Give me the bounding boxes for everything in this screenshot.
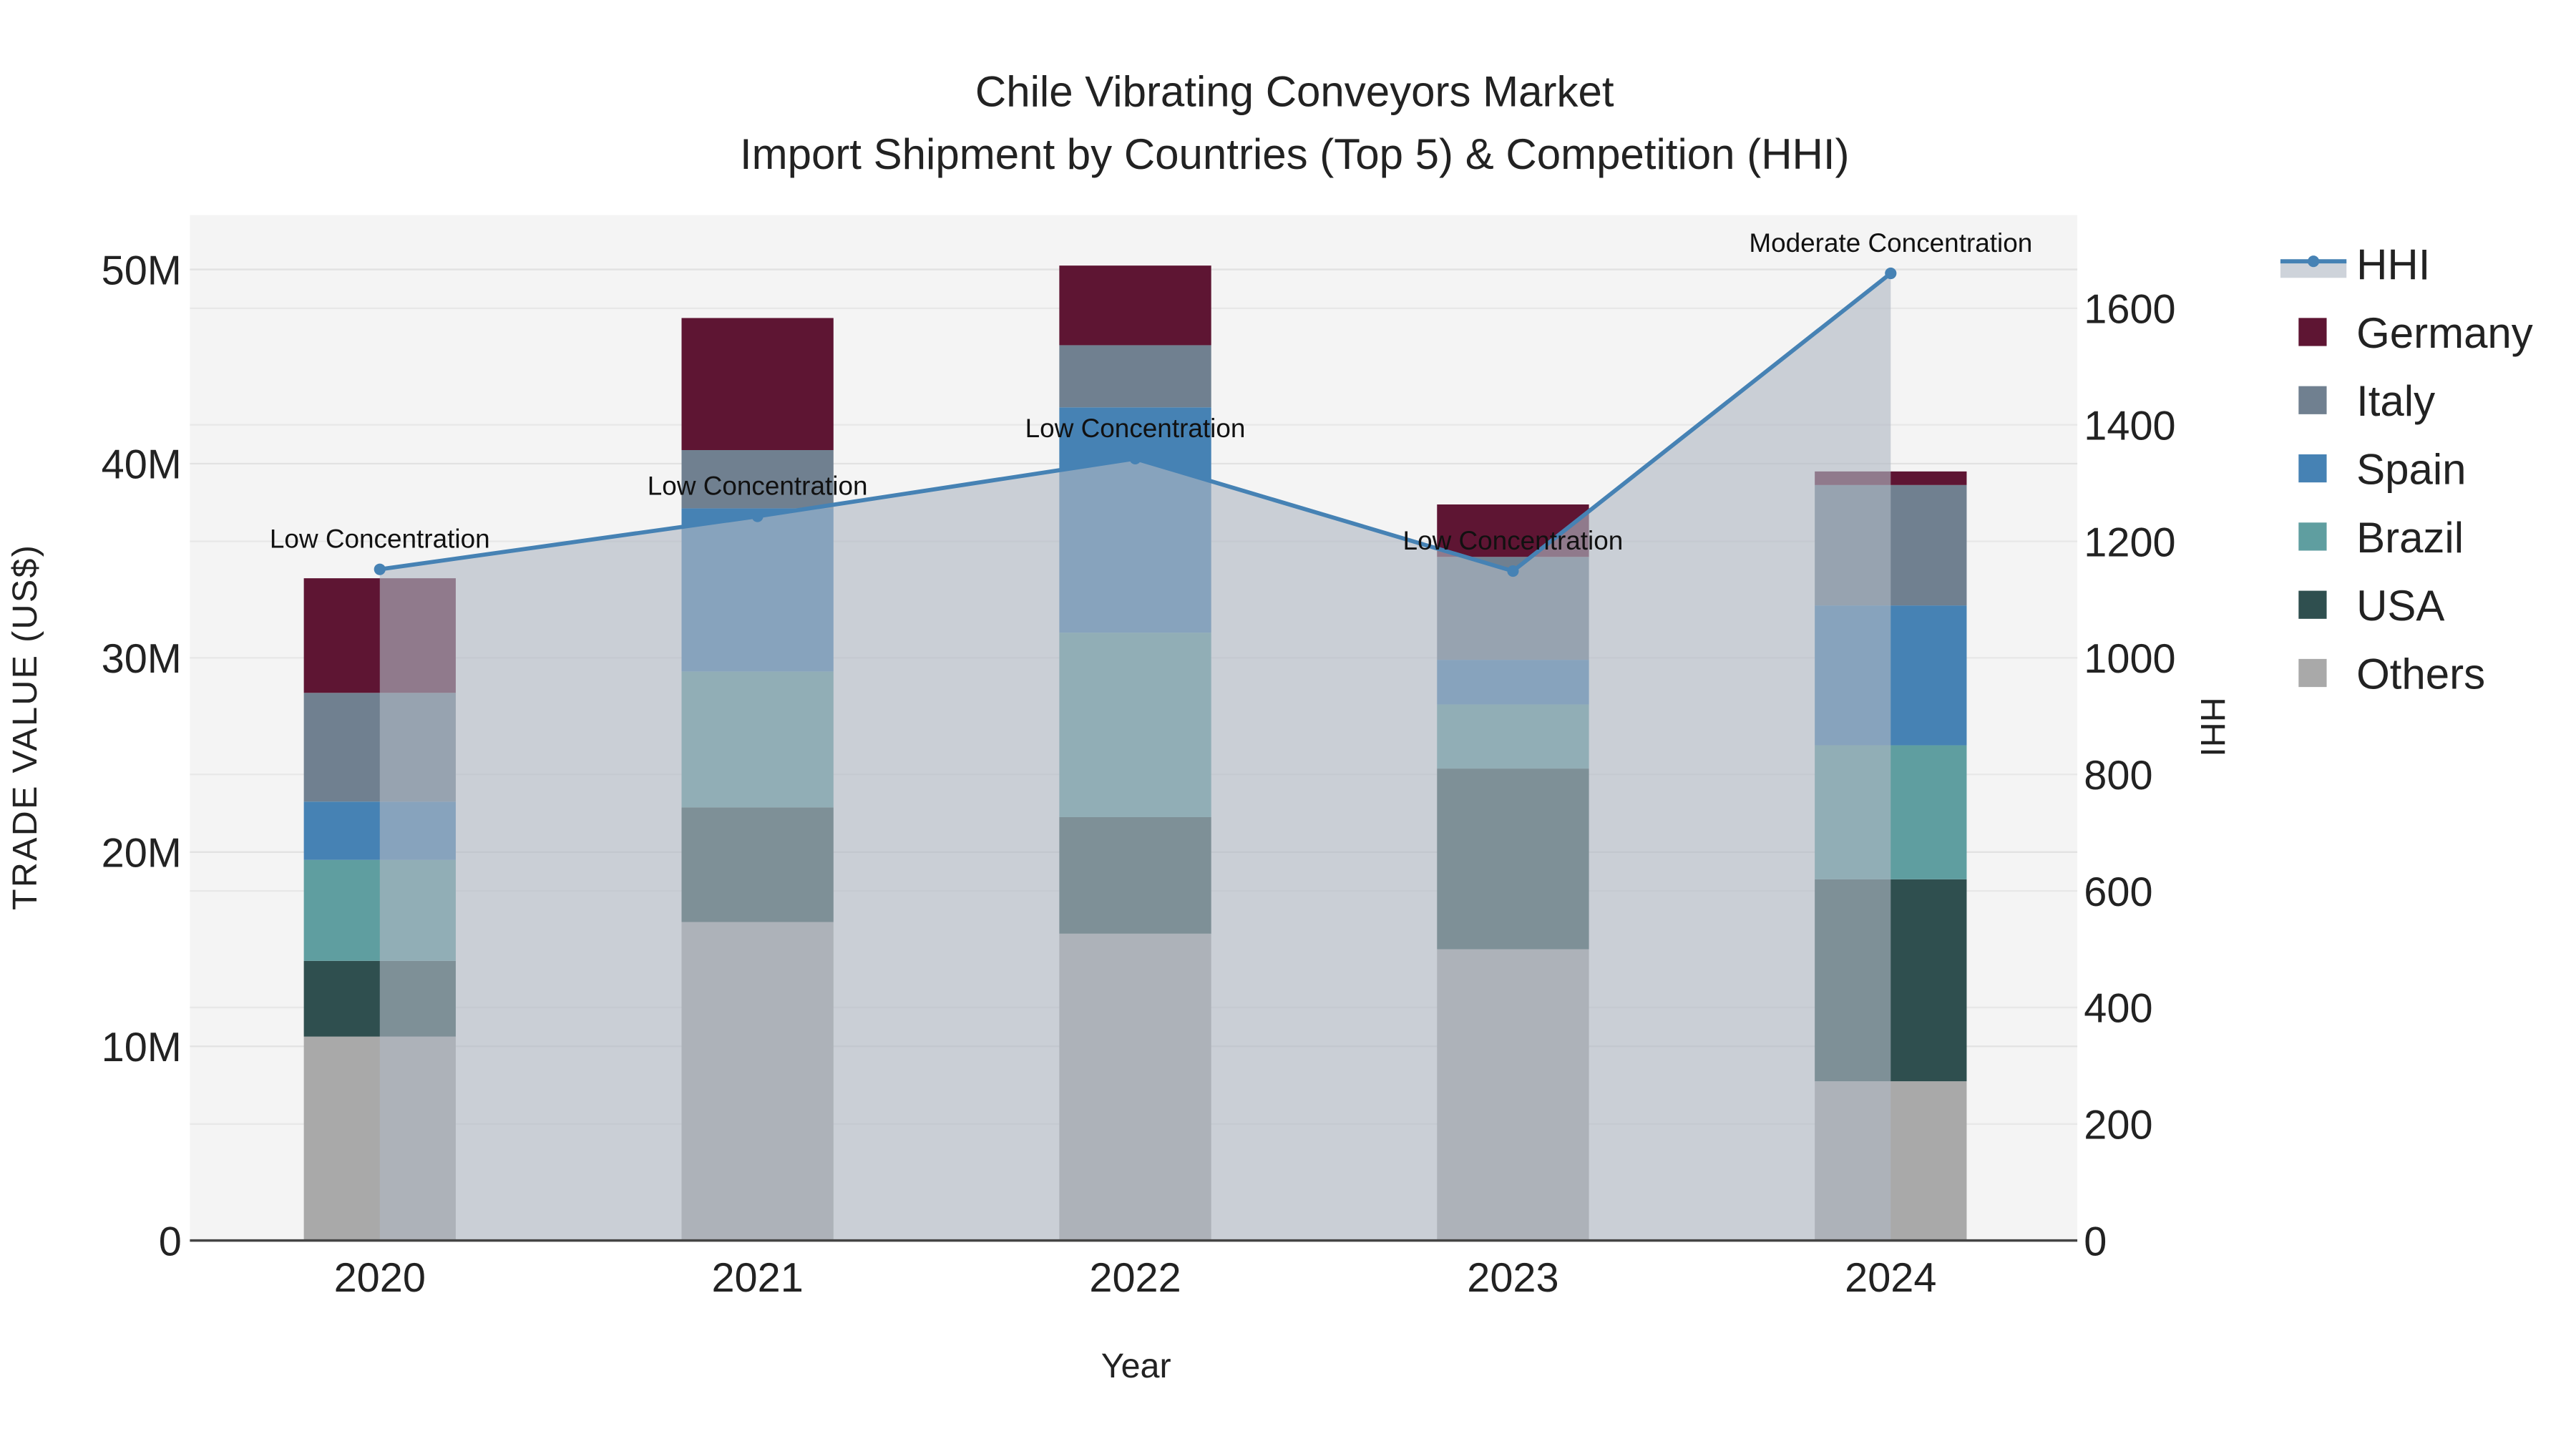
hhi-point <box>1129 452 1141 465</box>
y-axis-label: TRADE VALUE (US$) <box>6 544 44 910</box>
x-tick-label: 2022 <box>1089 1255 1181 1301</box>
hhi-annotation: Low Concentration <box>1025 414 1246 443</box>
legend-swatch-spain <box>2298 454 2327 483</box>
hhi-point <box>374 563 386 575</box>
legend-label: Germany <box>2356 309 2533 357</box>
y2-tick-label: 1200 <box>2084 519 2175 565</box>
hhi-annotation: Low Concentration <box>648 472 868 501</box>
legend-swatch-brazil <box>2298 522 2327 551</box>
hhi-point <box>1885 267 1897 280</box>
hhi-annotation: Low Concentration <box>1403 526 1624 555</box>
bar-germany-2021 <box>681 318 834 450</box>
y2-tick-label: 0 <box>2084 1219 2107 1264</box>
legend-swatch-others <box>2298 658 2327 688</box>
bar-germany-2022 <box>1059 265 1211 346</box>
legend-label: Others <box>2356 650 2485 698</box>
y2-tick-label: 600 <box>2084 869 2152 915</box>
legend-swatch-germany <box>2298 318 2327 346</box>
y2-tick-label: 200 <box>2084 1103 2152 1148</box>
x-tick-label: 2020 <box>334 1255 426 1301</box>
legend-label: Spain <box>2356 445 2466 493</box>
legend-hhi-swatch <box>2280 261 2347 278</box>
chart-subtitle: Import Shipment by Countries (Top 5) & C… <box>740 130 1850 178</box>
y2-tick-label: 400 <box>2084 986 2152 1032</box>
y-tick-label: 20M <box>102 831 182 877</box>
bar-italy-2022 <box>1059 345 1211 408</box>
y-tick-label: 0 <box>159 1219 182 1264</box>
y2-axis-label: HHI <box>2193 697 2232 756</box>
y2-tick-label: 1400 <box>2084 403 2175 449</box>
legend-hhi-marker <box>2308 255 2320 268</box>
legend-label: USA <box>2356 582 2444 630</box>
legend-label: Italy <box>2356 377 2435 425</box>
legend-label: HHI <box>2356 241 2430 289</box>
y-tick-label: 40M <box>102 442 182 488</box>
hhi-area <box>379 273 1891 1241</box>
x-axis-label: Year <box>1101 1347 1171 1385</box>
y2-tick-label: 1000 <box>2084 636 2175 682</box>
y2-tick-label: 800 <box>2084 753 2152 799</box>
hhi-point <box>1507 565 1519 577</box>
y2-tick-label: 1600 <box>2084 287 2175 333</box>
hhi-annotation: Moderate Concentration <box>1749 228 2032 258</box>
hhi-point <box>751 510 763 522</box>
y-tick-label: 50M <box>102 248 182 293</box>
hhi-annotation: Low Concentration <box>270 525 490 554</box>
y-tick-label: 10M <box>102 1025 182 1070</box>
legend-label: Brazil <box>2356 514 2464 562</box>
chart-title: Chile Vibrating Conveyors Market <box>975 67 1614 115</box>
x-tick-label: 2024 <box>1845 1255 1936 1301</box>
legend-swatch-italy <box>2298 386 2327 414</box>
y-tick-label: 30M <box>102 636 182 682</box>
x-tick-label: 2021 <box>711 1255 803 1301</box>
legend-swatch-usa <box>2298 590 2327 619</box>
x-tick-label: 2023 <box>1467 1255 1558 1301</box>
bar-italy-2021 <box>681 449 834 509</box>
